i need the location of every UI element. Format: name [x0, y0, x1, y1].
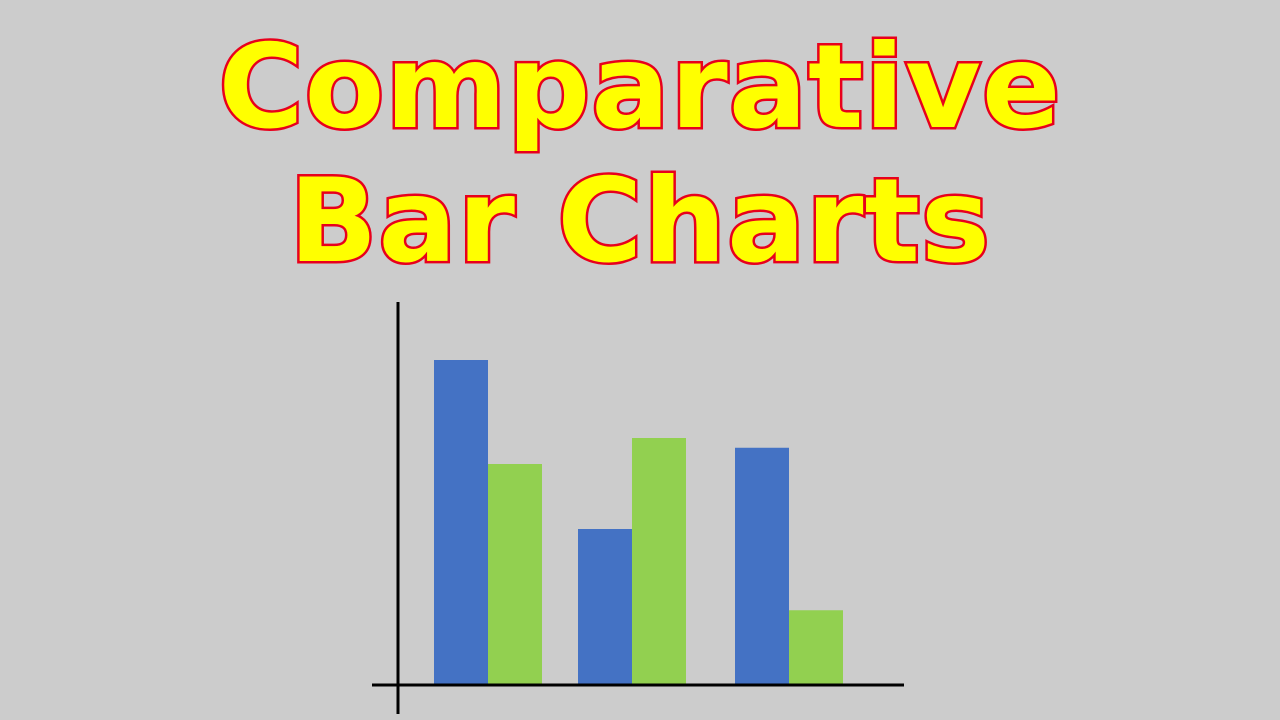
bars-group: [434, 360, 843, 685]
title-line-1: Comparative: [216, 20, 1063, 155]
bar-series-2-category-3: [789, 610, 843, 685]
bar-series-2-category-1: [488, 464, 542, 685]
bar-series-2-category-2: [632, 438, 686, 685]
title-line-2: Bar Charts: [287, 154, 993, 289]
bar-series-1-category-1: [434, 360, 488, 685]
bar-series-1-category-3: [735, 447, 789, 685]
bar-series-1-category-2: [578, 529, 632, 685]
